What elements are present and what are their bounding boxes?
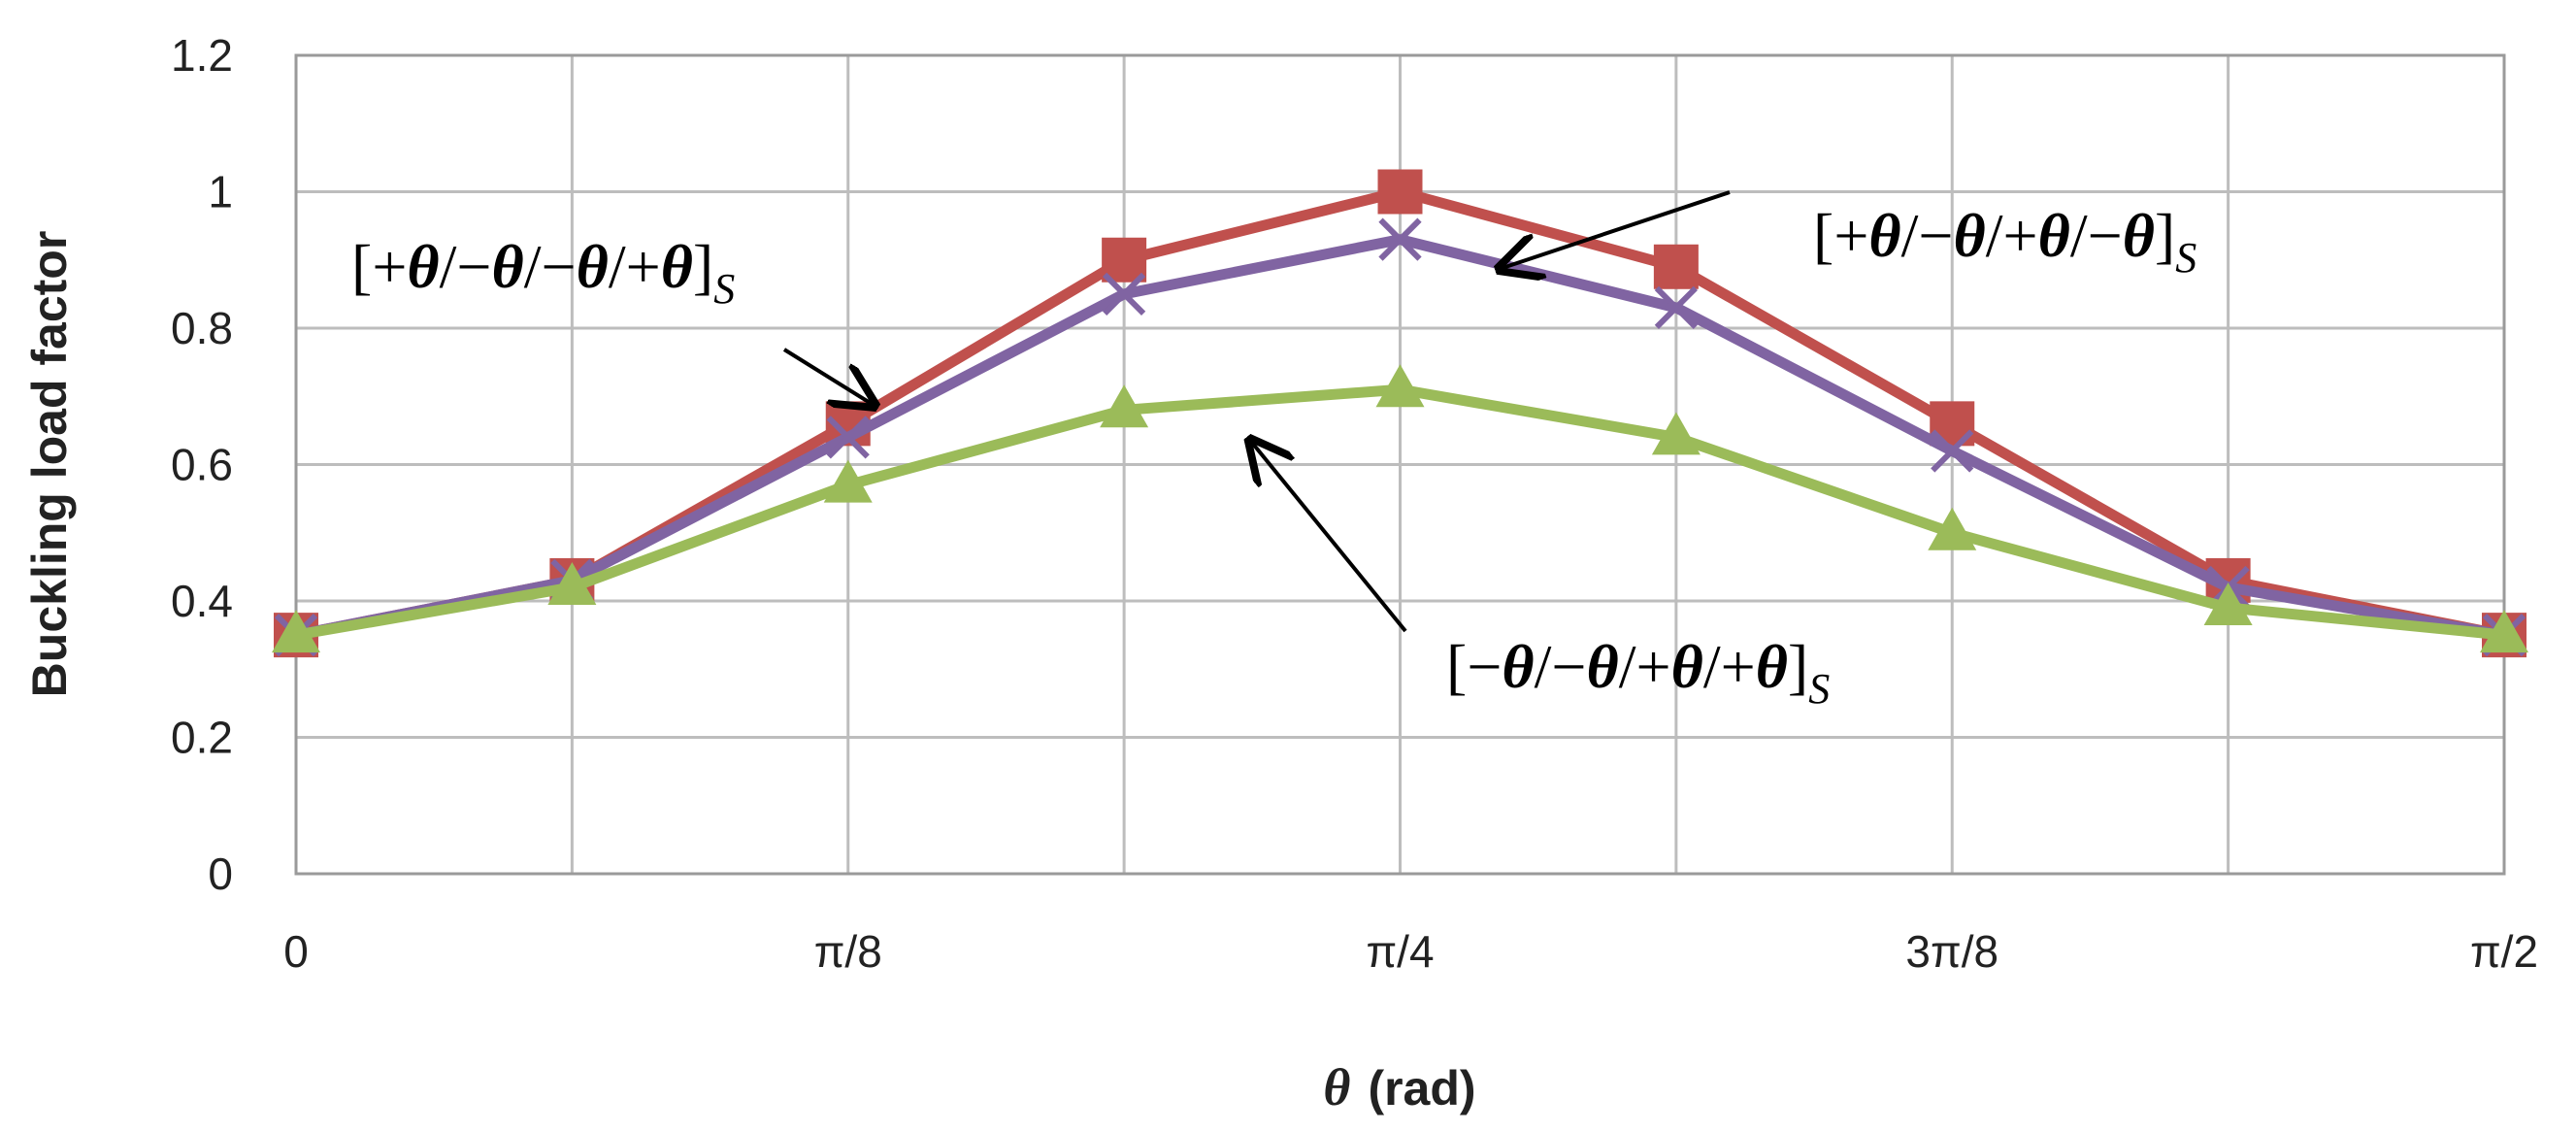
annotation-label-1: [+θ/−θ/−θ/+θ]S — [351, 232, 735, 313]
data-point — [1653, 244, 1699, 289]
data-point — [1378, 217, 1422, 261]
series-3 — [272, 364, 2528, 653]
x-tick-label: π/4 — [1366, 926, 1434, 977]
x-tick-label: π/8 — [814, 926, 882, 977]
plot-area-border — [294, 53, 2506, 876]
y-axis-title: Buckling load factor — [22, 231, 77, 698]
data-point — [1377, 169, 1423, 215]
data-point — [1928, 507, 1977, 550]
data-point — [1100, 384, 1149, 428]
annotation-label-3: [−θ/−θ/+θ/+θ]S — [1446, 632, 1830, 713]
data-point — [823, 459, 873, 503]
y-tick-label: 0.6 — [171, 440, 233, 490]
x-tick-labels: 0 π/8 π/4 3π/8 π/2 — [283, 926, 2538, 977]
data-point — [1931, 429, 1974, 473]
data-point — [1102, 237, 1147, 283]
x-axis-title: θ (rad) — [1323, 1058, 1475, 1116]
y-tick-labels: 0 0.2 0.4 0.6 0.8 1 1.2 — [171, 30, 233, 899]
data-point — [1651, 412, 1701, 455]
data-point — [1375, 364, 1425, 408]
y-tick-label: 1.2 — [171, 30, 233, 81]
annotation-arrow-2 — [1503, 190, 1731, 268]
y-tick-label: 0.2 — [171, 713, 233, 763]
x-axis-title-unit: (rad) — [1368, 1061, 1475, 1115]
y-tick-label: 0.4 — [171, 576, 233, 626]
data-point — [272, 610, 320, 653]
annotation-label-2: [+θ/−θ/+θ/−θ]S — [1813, 201, 2196, 282]
annotation-arrow-3 — [1252, 443, 1407, 633]
x-tick-label: 0 — [283, 926, 309, 977]
y-tick-label: 0.8 — [171, 303, 233, 353]
y-tick-label: 1 — [208, 167, 233, 217]
data-point — [2203, 583, 2253, 626]
series-layer — [272, 169, 2528, 658]
x-axis-title-symbol: θ — [1323, 1058, 1350, 1116]
data-point — [2480, 610, 2528, 653]
data-point — [826, 416, 870, 459]
y-tick-label: 0 — [208, 849, 233, 899]
x-tick-label: π/2 — [2470, 926, 2538, 977]
data-point — [547, 561, 597, 605]
x-tick-label: 3π/8 — [1905, 926, 1998, 977]
data-point — [1103, 272, 1146, 316]
data-point — [1654, 285, 1699, 330]
annotation-arrow-1 — [782, 348, 872, 404]
